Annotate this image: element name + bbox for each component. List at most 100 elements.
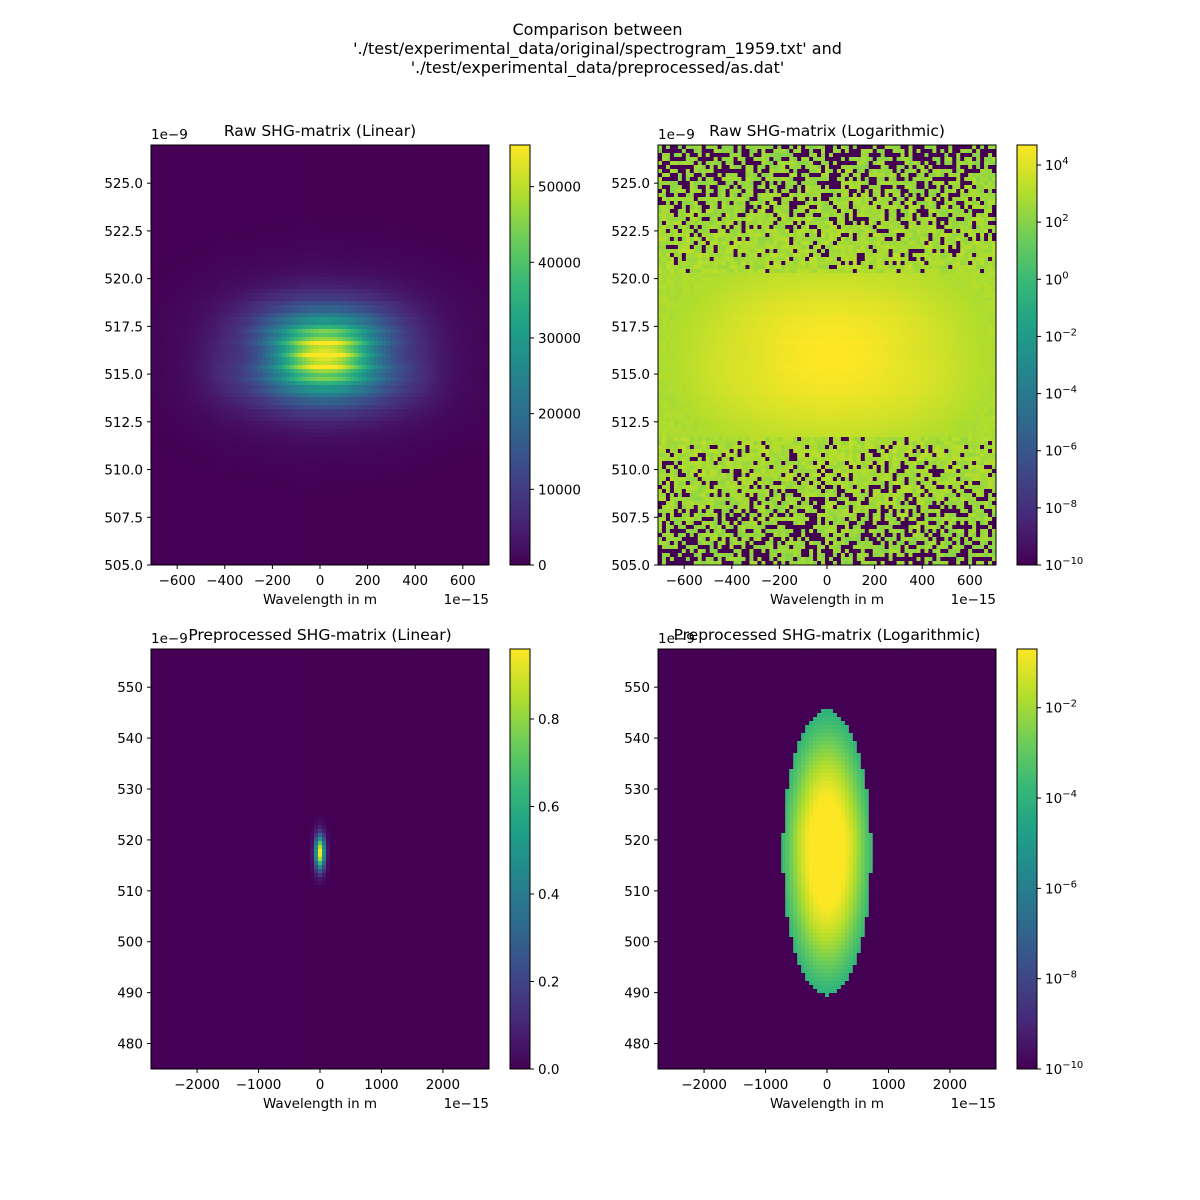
- heatmap-cell: [386, 217, 390, 221]
- heatmap-cell: [429, 305, 433, 309]
- heatmap-cell: [370, 273, 374, 277]
- heatmap-cell: [318, 145, 322, 149]
- heatmap-cell: [211, 177, 215, 181]
- heatmap-cell: [413, 221, 417, 225]
- heatmap-cell: [366, 149, 370, 153]
- heatmap-cell: [175, 309, 179, 313]
- heatmap-cell: [441, 157, 445, 161]
- heatmap-cell: [227, 229, 231, 233]
- heatmap-cell: [290, 169, 294, 173]
- heatmap-cell: [382, 177, 386, 181]
- heatmap-cell: [183, 153, 187, 157]
- heatmap-cell: [266, 305, 270, 309]
- heatmap-cell: [342, 277, 346, 281]
- heatmap-cell: [258, 301, 262, 305]
- heatmap-cell: [445, 145, 449, 149]
- heatmap-cell: [223, 157, 227, 161]
- heatmap-cell: [207, 301, 211, 305]
- heatmap-cell: [155, 241, 159, 245]
- heatmap-cell: [358, 253, 362, 257]
- heatmap-cell: [282, 301, 286, 305]
- heatmap-cell: [314, 181, 318, 185]
- heatmap-cell: [449, 297, 453, 301]
- heatmap-cell: [151, 293, 155, 297]
- heatmap-cell: [171, 245, 175, 249]
- heatmap-cell: [159, 229, 163, 233]
- heatmap-cell: [382, 145, 386, 149]
- heatmap-cell: [151, 229, 155, 233]
- heatmap-cell: [398, 297, 402, 301]
- heatmap-cell: [258, 217, 262, 221]
- heatmap-cell: [362, 229, 366, 233]
- heatmap-cell: [183, 161, 187, 165]
- heatmap-cell: [235, 265, 239, 269]
- heatmap-cell: [159, 305, 163, 309]
- heatmap-cell: [246, 177, 250, 181]
- heatmap-cell: [378, 293, 382, 297]
- heatmap-cell: [322, 281, 326, 285]
- heatmap-cell: [151, 301, 155, 305]
- heatmap-cell: [334, 261, 338, 265]
- heatmap-cell: [250, 249, 254, 253]
- heatmap-cell: [425, 189, 429, 193]
- heatmap-cell: [270, 241, 274, 245]
- heatmap-cell: [282, 261, 286, 265]
- heatmap-cell: [254, 305, 258, 309]
- heatmap-cell: [461, 253, 465, 257]
- heatmap-cell: [191, 213, 195, 217]
- heatmap-cell: [175, 217, 179, 221]
- heatmap-cell: [163, 281, 167, 285]
- heatmap-cell: [465, 205, 469, 209]
- heatmap-cell: [258, 277, 262, 281]
- heatmap-cell: [374, 149, 378, 153]
- heatmap-cell: [235, 157, 239, 161]
- heatmap-cell: [227, 297, 231, 301]
- heatmap-cell: [314, 209, 318, 213]
- heatmap-cell: [290, 161, 294, 165]
- heatmap-cell: [322, 289, 326, 293]
- heatmap-cell: [465, 257, 469, 261]
- heatmap-cell: [386, 173, 390, 177]
- heatmap-cell: [250, 297, 254, 301]
- heatmap-cell: [191, 301, 195, 305]
- heatmap-cell: [469, 153, 473, 157]
- heatmap-cell: [378, 181, 382, 185]
- heatmap-cell: [449, 281, 453, 285]
- heatmap-cell: [469, 161, 473, 165]
- heatmap-cell: [207, 249, 211, 253]
- heatmap-cell: [326, 277, 330, 281]
- heatmap-cell: [286, 273, 290, 277]
- heatmap-cell: [465, 293, 469, 297]
- heatmap-cell: [449, 157, 453, 161]
- heatmap-cell: [199, 301, 203, 305]
- heatmap-cell: [183, 305, 187, 309]
- heatmap-cell: [215, 161, 219, 165]
- heatmap-cell: [378, 145, 382, 149]
- heatmap-cell: [286, 269, 290, 273]
- heatmap-cell: [171, 145, 175, 149]
- heatmap-cell: [203, 165, 207, 169]
- heatmap-cell: [366, 225, 370, 229]
- heatmap-cell: [413, 205, 417, 209]
- heatmap-cell: [207, 273, 211, 277]
- heatmap-cell: [155, 289, 159, 293]
- heatmap-cell: [294, 285, 298, 289]
- heatmap-cell: [238, 161, 242, 165]
- heatmap-cell: [473, 249, 477, 253]
- heatmap-cell: [191, 161, 195, 165]
- heatmap-cell: [227, 153, 231, 157]
- heatmap-cell: [370, 293, 374, 297]
- heatmap-cell: [282, 297, 286, 301]
- heatmap-cell: [242, 217, 246, 221]
- heatmap-cell: [378, 173, 382, 177]
- heatmap-cell: [366, 201, 370, 205]
- heatmap-cell: [302, 173, 306, 177]
- heatmap-cell: [179, 261, 183, 265]
- heatmap-cell: [382, 181, 386, 185]
- heatmap-cell: [390, 173, 394, 177]
- heatmap-cell: [433, 273, 437, 277]
- heatmap-cell: [350, 265, 354, 269]
- heatmap-cell: [175, 305, 179, 309]
- heatmap-cell: [350, 193, 354, 197]
- heatmap-cell: [286, 301, 290, 305]
